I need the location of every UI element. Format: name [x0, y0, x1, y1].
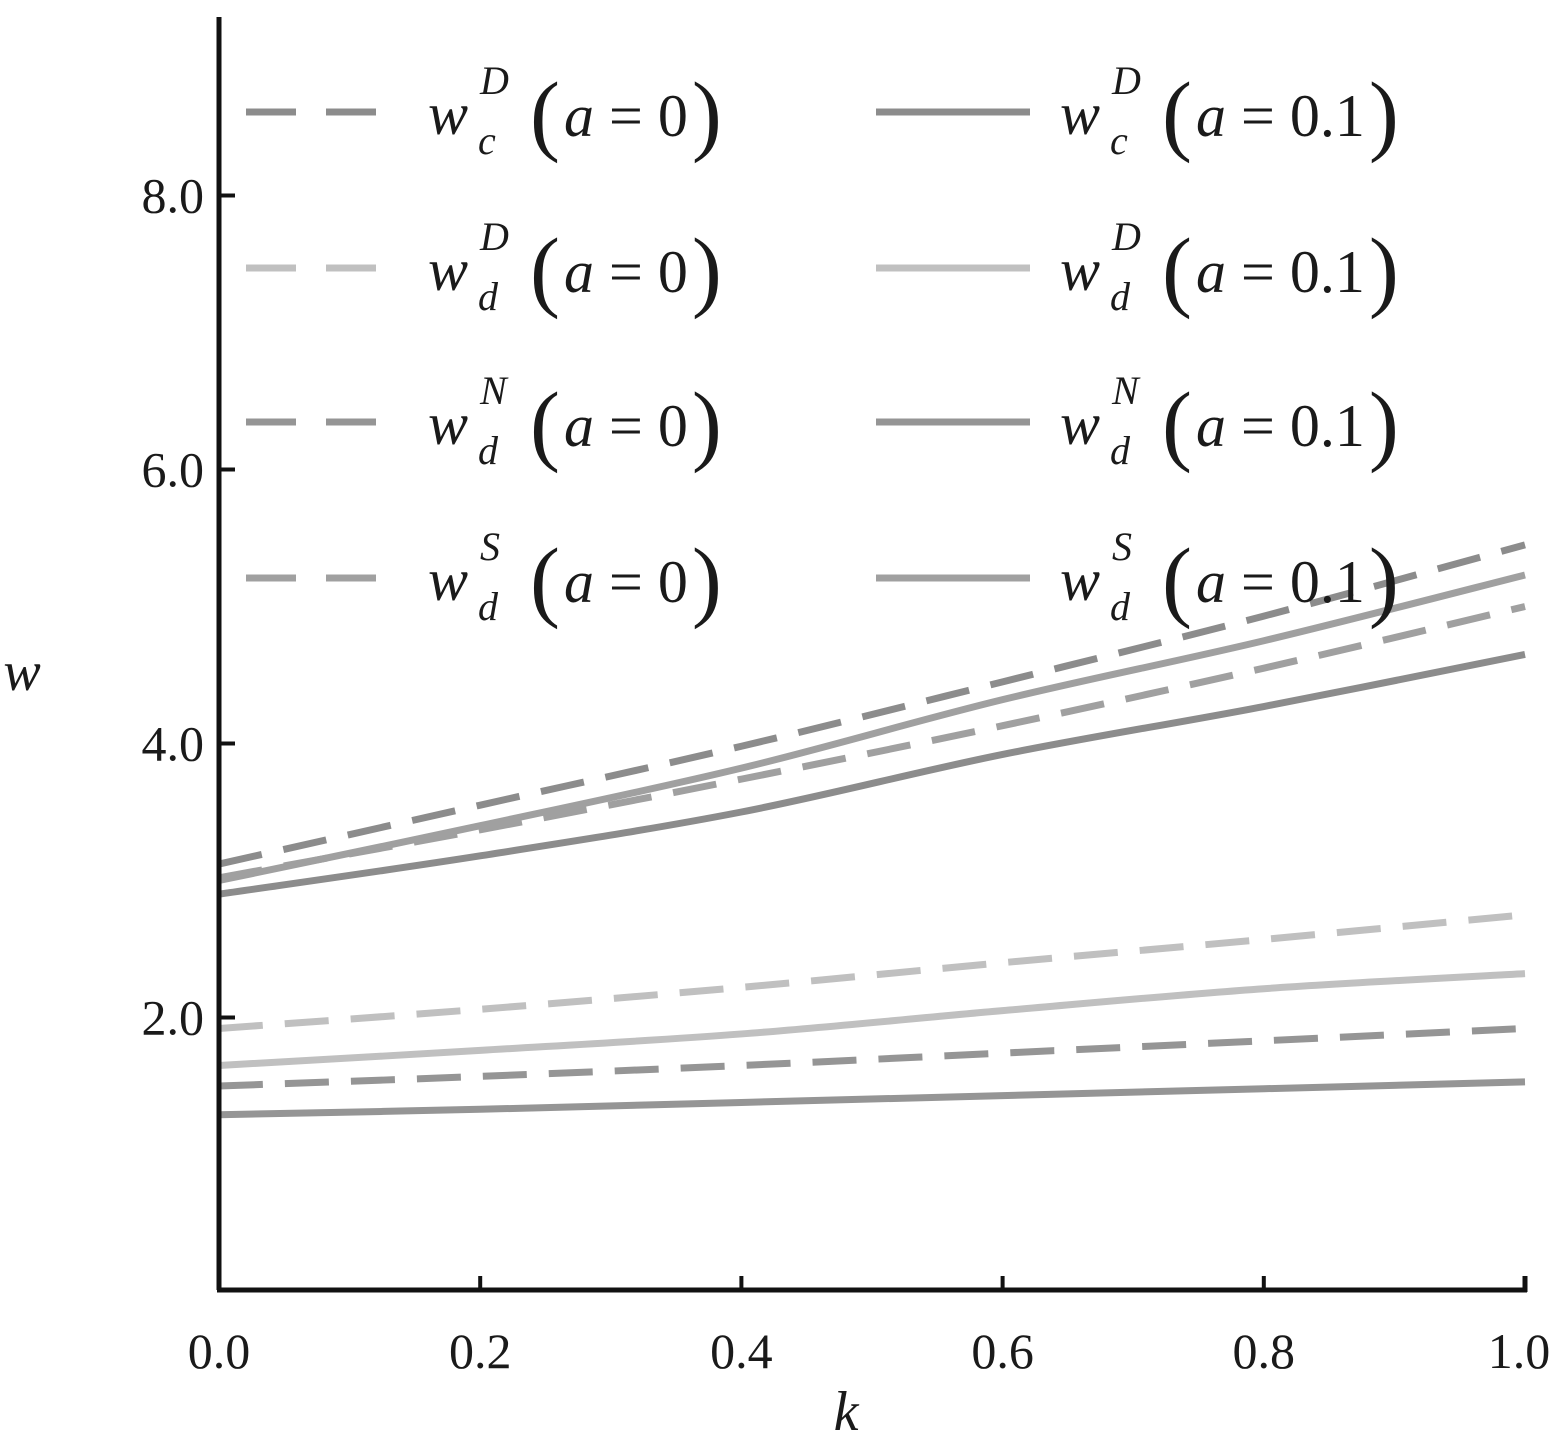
legend: wDc(a = 0) wDc(a = 0.1)wDd(a = 0) wDd(a = …: [246, 58, 1399, 630]
x-tick-label: 0.0: [188, 1323, 251, 1379]
legend-param: a = 0: [564, 83, 688, 149]
legend-subscript: d: [1110, 428, 1131, 473]
legend-open-paren: (: [530, 65, 560, 164]
legend-symbol: w: [428, 547, 468, 613]
x-tick-label: 0.6: [971, 1323, 1034, 1379]
legend-subscript: d: [1110, 584, 1131, 629]
legend-superscript: S: [1112, 524, 1132, 569]
x-tick-label: 0.2: [449, 1323, 512, 1379]
series-line-1: [218, 541, 1526, 868]
legend-param: a = 0: [564, 393, 688, 459]
legend-superscript: N: [1111, 368, 1141, 413]
legend-symbol: w: [428, 81, 468, 147]
legend-param: a = 0: [564, 239, 688, 305]
legend-close-paren: ): [692, 221, 722, 320]
legend-superscript: D: [479, 58, 509, 103]
legend-subscript: c: [1110, 118, 1128, 163]
legend-item: wSd (a = 0): [246, 524, 722, 630]
series-line-8: [218, 571, 1526, 884]
legend-symbol: w: [1060, 237, 1100, 303]
x-tick-label: 0.8: [1233, 1323, 1296, 1379]
legend-superscript: D: [1111, 214, 1141, 259]
legend-item: wDd (a = 0): [246, 214, 722, 320]
legend-subscript: d: [478, 274, 499, 319]
legend-param: a = 0.1: [1196, 239, 1365, 305]
legend-open-paren: (: [1162, 531, 1192, 630]
legend-symbol: w: [1060, 81, 1100, 147]
y-axis-label: w: [3, 641, 40, 703]
legend-item: wSd (a = 0.1): [876, 524, 1399, 630]
y-tick-label: 2.0: [142, 990, 205, 1046]
legend-close-paren: ): [1369, 65, 1399, 164]
legend-param: a = 0.1: [1196, 393, 1365, 459]
series-line-3: [218, 911, 1526, 1032]
legend-superscript: D: [1111, 58, 1141, 103]
legend-item: wNd (a = 0.1): [876, 368, 1399, 474]
legend-item: wDd (a = 0.1): [876, 214, 1399, 320]
legend-symbol: w: [428, 237, 468, 303]
legend-param: a = 0.1: [1196, 83, 1365, 149]
y-tick-label: 4.0: [142, 716, 205, 772]
legend-close-paren: ): [692, 65, 722, 164]
y-tick-label: 6.0: [142, 442, 205, 498]
legend-subscript: d: [1110, 274, 1131, 319]
legend-superscript: N: [479, 368, 509, 413]
legend-item: wNd (a = 0): [246, 368, 722, 474]
legend-close-paren: ): [692, 375, 722, 474]
legend-open-paren: (: [530, 375, 560, 474]
legend-open-paren: (: [1162, 375, 1192, 474]
legend-item: wDc (a = 0.1): [876, 58, 1399, 164]
series-line-6: [218, 1078, 1526, 1119]
legend-subscript: d: [478, 584, 499, 629]
legend-param: a = 0: [564, 549, 688, 615]
series-line-4: [218, 970, 1526, 1069]
legend-item: wDc (a = 0): [246, 58, 722, 164]
legend-subscript: d: [478, 428, 499, 473]
legend-open-paren: (: [1162, 221, 1192, 320]
legend-close-paren: ): [1369, 531, 1399, 630]
x-tick-label: 0.4: [710, 1323, 773, 1379]
legend-superscript: S: [480, 524, 500, 569]
legend-open-paren: (: [1162, 65, 1192, 164]
series-line-5: [218, 1024, 1526, 1090]
x-axis-label: k: [834, 1381, 860, 1438]
ticks: 0.00.20.40.60.81.02.04.06.08.010.0: [142, 168, 1551, 1380]
x-tick-label: 1.0: [1488, 1323, 1551, 1379]
legend-symbol: w: [1060, 547, 1100, 613]
legend-param: a = 0.1: [1196, 549, 1365, 615]
legend-subscript: c: [478, 118, 496, 163]
plot-area: [218, 541, 1526, 1119]
y-tick-label: 8.0: [142, 168, 205, 224]
legend-close-paren: ): [1369, 221, 1399, 320]
axes: [216, 17, 1528, 1293]
legend-open-paren: (: [530, 221, 560, 320]
legend-superscript: D: [479, 214, 509, 259]
legend-symbol: w: [1060, 391, 1100, 457]
legend-open-paren: (: [530, 531, 560, 630]
legend-close-paren: ): [692, 531, 722, 630]
legend-close-paren: ): [1369, 375, 1399, 474]
legend-symbol: w: [428, 391, 468, 457]
series-line-2: [218, 651, 1526, 898]
